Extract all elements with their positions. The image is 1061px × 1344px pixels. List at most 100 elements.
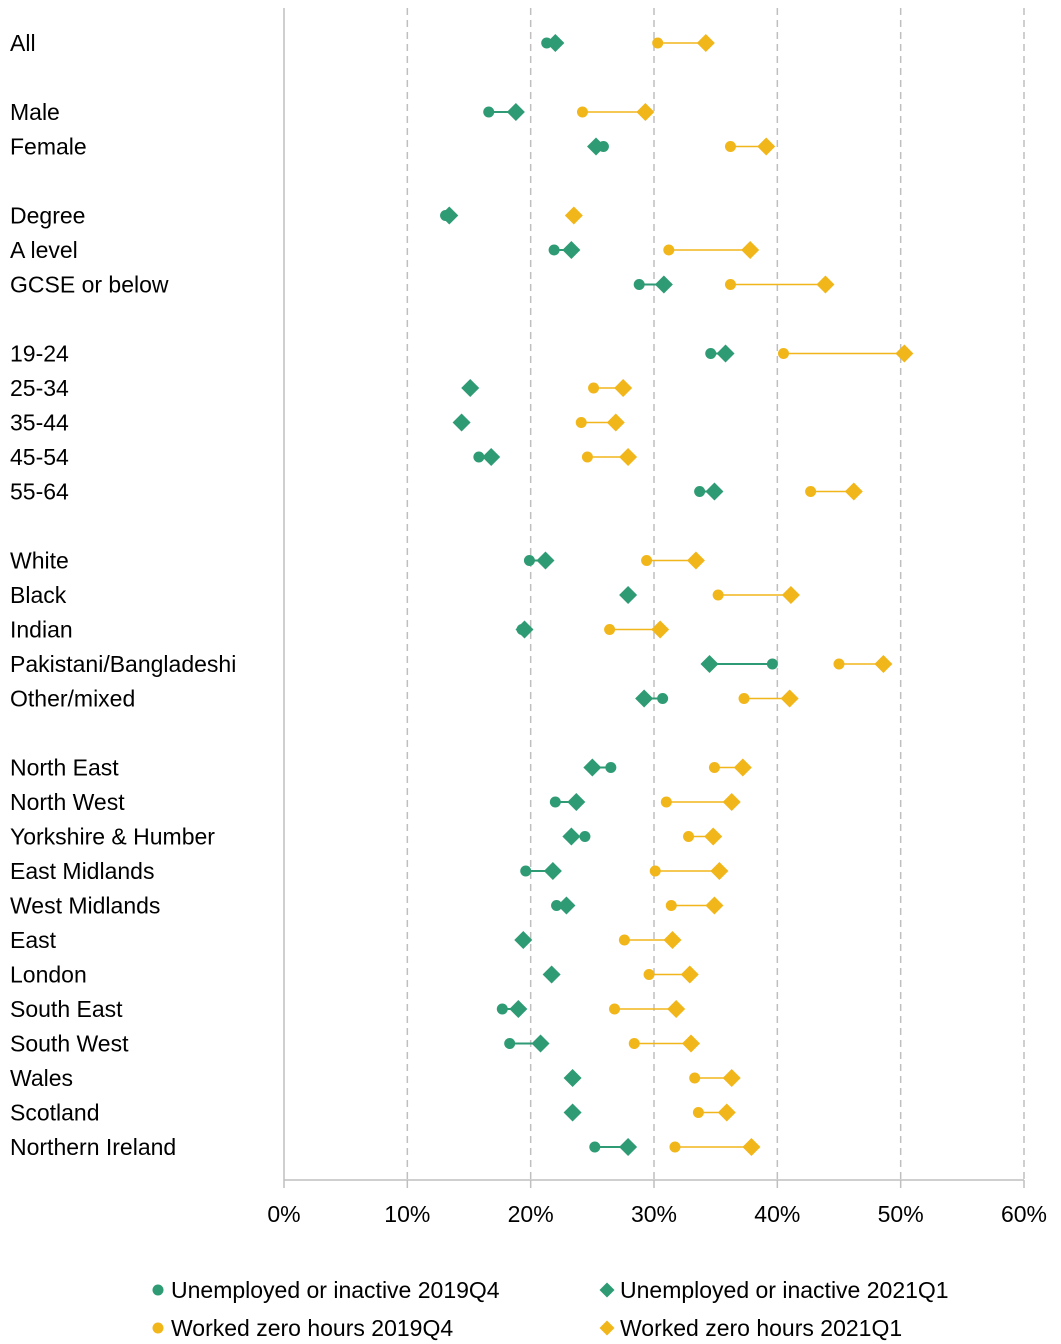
- point-unemployed-2019q4: [633, 279, 645, 290]
- category-label: West Midlands: [10, 893, 160, 919]
- category-label: Male: [10, 99, 60, 125]
- category-label: Female: [10, 134, 87, 160]
- row-25-34: [461, 379, 633, 397]
- category-label: A level: [10, 237, 78, 263]
- row-male: [483, 103, 655, 121]
- legend-label: Unemployed or inactive 2019Q4: [171, 1277, 500, 1303]
- point-zero-hours-2019q4: [805, 486, 817, 497]
- point-zero-hours-2021q1: [741, 241, 760, 259]
- category-label: South West: [10, 1031, 129, 1057]
- point-unemployed-2021q1: [482, 448, 501, 466]
- point-zero-hours-2019q4: [778, 348, 789, 359]
- point-unemployed-2019q4: [694, 486, 706, 497]
- category-label: London: [10, 962, 87, 988]
- point-zero-hours-2021q1: [682, 1034, 700, 1053]
- row-white: [523, 551, 705, 570]
- point-unemployed-2019q4: [496, 1003, 508, 1015]
- point-unemployed-2019q4: [473, 451, 485, 463]
- point-unemployed-2021q1: [509, 1000, 528, 1018]
- gridlines: [406, 8, 1025, 1180]
- point-unemployed-2021q1: [563, 1069, 582, 1087]
- category-label: Yorkshire & Humber: [10, 824, 215, 850]
- row-east: [514, 931, 682, 949]
- legend: Unemployed or inactive 2019Q4 Unemployed …: [152, 1277, 949, 1341]
- x-tick-label: 40%: [754, 1201, 800, 1227]
- point-unemployed-2021q1: [543, 862, 562, 880]
- category-label: White: [10, 548, 69, 574]
- point-zero-hours-2019q4: [641, 555, 653, 566]
- point-zero-hours-2019q4: [689, 1072, 701, 1084]
- point-unemployed-2021q1: [587, 137, 606, 156]
- point-unemployed-2021q1: [461, 379, 480, 397]
- category-label: Wales: [10, 1065, 73, 1091]
- point-zero-hours-2021q1: [704, 827, 723, 846]
- point-zero-hours-2019q4: [669, 1141, 681, 1153]
- point-zero-hours-2019q4: [712, 589, 724, 601]
- row-east-midlands: [520, 862, 729, 880]
- point-unemployed-2021q1: [531, 1034, 550, 1053]
- x-tick-labels: 0% 10% 20% 30% 40% 50% 60%: [267, 1201, 1047, 1227]
- point-unemployed-2019q4: [483, 106, 495, 118]
- x-tick-label: 50%: [878, 1201, 924, 1227]
- category-label: Black: [10, 582, 67, 608]
- row-west-midlands: [551, 896, 724, 915]
- row-yorkshire-humber: [562, 827, 723, 846]
- point-zero-hours-2021q1: [606, 413, 625, 432]
- point-unemployed-2021q1: [536, 551, 555, 570]
- legend-item-unemployed-or-inactive-2021q1: Unemployed or inactive 2021Q1: [599, 1277, 949, 1303]
- category-label: Pakistani/Bangladeshi: [10, 651, 236, 677]
- point-zero-hours-2019q4: [609, 1003, 621, 1015]
- point-zero-hours-2019q4: [833, 658, 845, 670]
- row-gcse-or-below: [633, 275, 835, 294]
- point-zero-hours-2019q4: [604, 624, 616, 635]
- point-zero-hours-2021q1: [636, 103, 655, 121]
- x-tick-label: 0%: [267, 1201, 300, 1227]
- x-tick-label: 60%: [1001, 1201, 1047, 1227]
- legend-label: Worked zero hours 2021Q1: [620, 1315, 902, 1341]
- row-other-mixed: [635, 689, 799, 708]
- point-zero-hours-2021q1: [722, 1069, 741, 1087]
- category-labels: All Male Female Degree A level GCSE or below 1…: [10, 30, 236, 1160]
- row-north-west: [549, 793, 741, 811]
- category-label: South East: [10, 996, 123, 1022]
- point-unemployed-2021q1: [562, 241, 581, 259]
- data-marks: [440, 34, 914, 1156]
- point-zero-hours-2021q1: [696, 34, 715, 52]
- point-zero-hours-2019q4: [643, 969, 655, 980]
- point-unemployed-2021q1: [452, 413, 471, 432]
- point-zero-hours-2021q1: [564, 206, 583, 225]
- legend-marker-circle: [152, 1284, 164, 1296]
- point-zero-hours-2021q1: [757, 137, 776, 156]
- point-zero-hours-2019q4: [649, 865, 661, 877]
- point-zero-hours-2019q4: [724, 141, 736, 152]
- point-unemployed-2021q1: [635, 689, 654, 708]
- point-unemployed-2021q1: [654, 275, 673, 294]
- row-south-east: [496, 1000, 686, 1018]
- point-zero-hours-2021q1: [680, 965, 699, 984]
- category-label: 45-54: [10, 444, 69, 470]
- point-unemployed-2021q1: [440, 206, 459, 225]
- row-pakistani-bangladeshi: [700, 655, 893, 673]
- row-55-64: [694, 482, 863, 501]
- point-unemployed-2021q1: [506, 103, 525, 121]
- row-45-54: [473, 448, 638, 466]
- point-zero-hours-2021q1: [844, 482, 863, 501]
- point-zero-hours-2021q1: [705, 896, 724, 915]
- point-unemployed-2019q4: [551, 900, 563, 911]
- row-scotland: [563, 1103, 736, 1122]
- row-all: [541, 34, 715, 52]
- row-north-east: [583, 758, 752, 777]
- point-zero-hours-2019q4: [724, 279, 736, 290]
- legend-label: Unemployed or inactive 2021Q1: [620, 1277, 949, 1303]
- category-label: Indian: [10, 617, 73, 643]
- point-zero-hours-2019q4: [576, 106, 588, 118]
- row-female: [587, 137, 776, 156]
- point-unemployed-2021q1: [619, 586, 638, 604]
- category-label: North East: [10, 755, 119, 781]
- point-unemployed-2019q4: [548, 244, 560, 256]
- point-unemployed-2021q1: [700, 655, 719, 673]
- row-south-west: [504, 1034, 700, 1053]
- point-unemployed-2021q1: [557, 896, 576, 915]
- row-wales: [563, 1069, 741, 1087]
